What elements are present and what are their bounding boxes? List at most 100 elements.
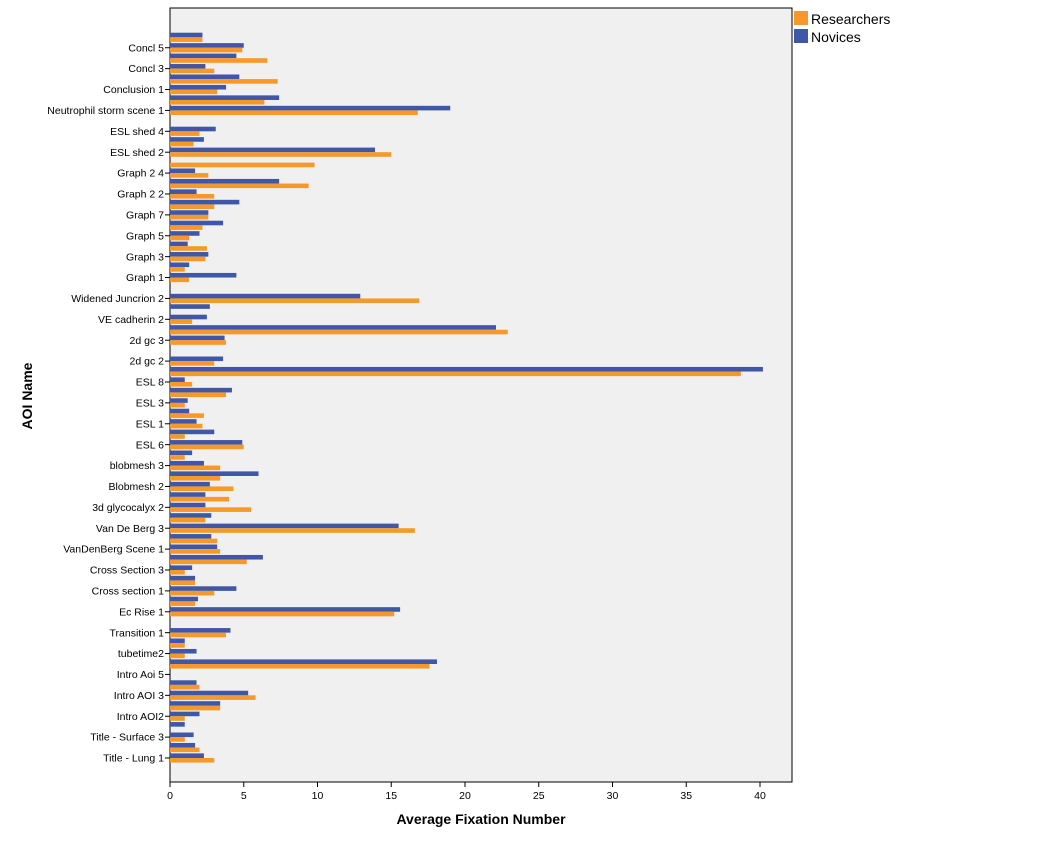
bar-novices	[170, 722, 185, 727]
x-tick-label: 30	[607, 790, 619, 802]
bar-researchers	[170, 183, 309, 189]
bar-researchers	[170, 507, 252, 512]
bar-researchers	[170, 611, 395, 617]
y-tick-label-intro-aoi-3: Intro AOI 3	[114, 690, 164, 702]
bar-researchers	[170, 79, 278, 84]
bar-novices	[170, 137, 204, 142]
bar-researchers	[170, 193, 215, 199]
x-tick-label: 40	[754, 790, 766, 802]
bar-researchers	[170, 361, 215, 366]
bar-researchers	[170, 402, 185, 408]
bar-novices	[170, 513, 212, 518]
plot-background	[169, 7, 793, 783]
bar-novices	[170, 534, 212, 539]
bar-novices	[170, 628, 231, 633]
bar-researchers	[170, 235, 190, 241]
y-tick-label-ec-rise-1: Ec Rise 1	[119, 606, 164, 618]
bar-novices	[170, 178, 280, 184]
bar-researchers	[170, 246, 207, 251]
bar-novices	[170, 701, 221, 706]
bar-novices	[170, 262, 190, 268]
bar-novices	[170, 502, 206, 508]
bar-novices	[170, 419, 197, 424]
bar-researchers	[170, 267, 185, 272]
bar-novices	[170, 387, 232, 393]
bar-novices	[170, 429, 215, 435]
y-tick-label-widened-juncrion-2: Widened Juncrion 2	[71, 293, 164, 305]
bar-researchers	[170, 298, 420, 304]
y-axis-title: AOI Name	[19, 362, 35, 429]
bar-novices	[170, 711, 200, 717]
bar-researchers	[170, 110, 418, 116]
bar-novices	[170, 189, 197, 194]
bar-researchers	[170, 747, 200, 753]
bar-novices	[170, 680, 197, 685]
bar-researchers	[170, 319, 193, 324]
x-tick-label: 20	[459, 790, 471, 802]
bar-researchers	[170, 643, 185, 648]
y-tick-label-esl-1: ESL 1	[136, 418, 164, 430]
y-tick-label-cross-section-1: Cross section 1	[92, 585, 165, 597]
bar-novices	[170, 690, 249, 696]
bar-novices	[170, 293, 361, 299]
bar-novices	[170, 64, 206, 69]
bar-researchers	[170, 58, 268, 63]
y-tick-label-graph-2-2: Graph 2 2	[117, 189, 164, 201]
bar-novices	[170, 408, 190, 414]
bar-researchers	[170, 716, 185, 721]
bar-novices	[170, 314, 207, 320]
bar-researchers	[170, 653, 185, 659]
bar-novices	[170, 659, 437, 664]
y-tick-label-neutrophil-storm-scene-1: Neutrophil storm scene 1	[47, 105, 164, 117]
bar-novices	[170, 53, 237, 59]
bar-researchers	[170, 131, 200, 136]
bar-researchers	[170, 590, 215, 596]
y-tick-label-graph-2-4: Graph 2 4	[117, 168, 164, 180]
y-tick-label-graph-3: Graph 3	[126, 251, 164, 263]
y-tick-label-esl-3: ESL 3	[136, 397, 164, 409]
x-tick-label: 15	[385, 790, 397, 802]
bar-researchers	[170, 225, 203, 230]
bar-novices	[170, 544, 218, 550]
y-tick-label-graph-5: Graph 5	[126, 230, 164, 242]
y-tick-label-esl-shed-2: ESL shed 2	[110, 147, 164, 159]
y-tick-label-title-lung-1: Title - Lung 1	[103, 753, 164, 765]
bar-researchers	[170, 340, 227, 345]
bar-researchers	[170, 152, 392, 157]
bar-researchers	[170, 37, 203, 42]
bar-novices	[170, 492, 206, 497]
bar-novices	[170, 742, 196, 748]
bar-researchers	[170, 47, 243, 53]
bar-novices	[170, 356, 224, 362]
y-tick-labels: Concl 5 Concl 3 Conclusion 1 Neutrophil sto…	[47, 42, 170, 765]
bar-novices	[170, 220, 224, 226]
bar-novices	[170, 147, 376, 153]
bar-researchers	[170, 528, 415, 533]
bar-novices	[170, 586, 237, 591]
bar-novices	[170, 231, 200, 236]
bar-novices	[170, 199, 240, 205]
bar-novices	[170, 74, 240, 80]
bar-novices	[170, 440, 243, 445]
bar-researchers	[170, 392, 227, 398]
y-tick-label-esl-6: ESL 6	[136, 439, 164, 451]
bar-researchers	[170, 517, 206, 523]
bar-novices	[170, 565, 193, 570]
bars-group	[170, 32, 763, 763]
bar-researchers	[170, 162, 315, 168]
y-tick-label-esl-shed-4: ESL shed 4	[110, 126, 164, 138]
bar-researchers	[170, 214, 209, 220]
bar-researchers	[170, 705, 221, 711]
bar-novices	[170, 607, 401, 612]
y-tick-label-intro-aoi-5: Intro Aoi 5	[117, 669, 164, 681]
x-axis: 0 5 10 15 20 25 30 35 40	[167, 782, 766, 802]
bar-researchers	[170, 423, 203, 429]
y-tick-label-2d-gc-2: 2d gc 2	[130, 356, 165, 368]
bar-researchers	[170, 559, 247, 565]
bar-novices	[170, 126, 216, 132]
bar-novices	[170, 32, 203, 38]
bar-novices	[170, 168, 196, 174]
bar-researchers	[170, 204, 215, 210]
bar-novices	[170, 523, 399, 529]
